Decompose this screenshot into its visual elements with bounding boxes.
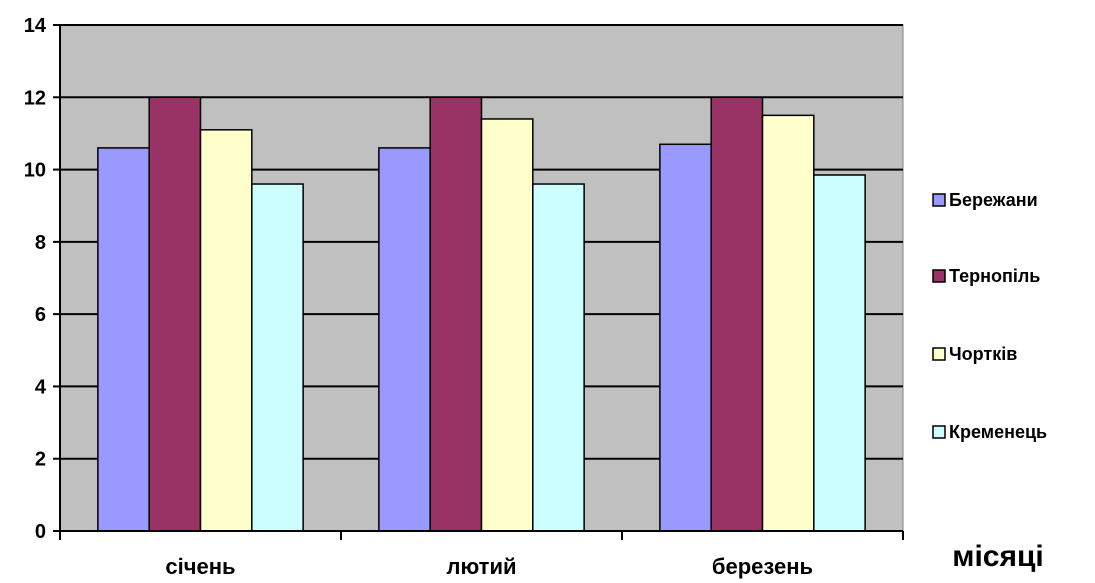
bar	[378, 147, 431, 532]
x-category-label: січень	[165, 554, 235, 579]
legend-label: Бережани	[949, 190, 1038, 210]
bar	[532, 183, 585, 532]
x-axis-label: місяці	[952, 540, 1044, 573]
y-tick-label: 4	[35, 376, 47, 398]
legend-swatch	[932, 269, 946, 283]
x-category-labels: січень лютий березень	[165, 554, 813, 579]
axes	[53, 24, 904, 540]
x-category-label: лютий	[446, 554, 516, 579]
bar	[199, 129, 253, 532]
y-tick-labels: 0 2 4 6 8 10 12 14	[24, 15, 47, 543]
y-tick-label: 10	[24, 160, 46, 182]
legend-label: Кременець	[949, 422, 1047, 442]
y-tick-label: 2	[35, 449, 46, 471]
legend-label: Чортків	[949, 344, 1017, 364]
y-tick-label: 14	[24, 15, 47, 37]
y-tick-label: 8	[35, 232, 46, 254]
legend-swatch	[932, 347, 946, 361]
bar	[813, 174, 866, 532]
legend: Бережани Тернопіль Чортків Кременець	[932, 190, 1047, 442]
legend-swatch	[932, 193, 946, 207]
bar	[761, 114, 815, 532]
bar	[659, 143, 712, 532]
bar	[710, 96, 764, 532]
x-category-label: березень	[712, 554, 813, 579]
bar	[251, 183, 304, 532]
bar	[429, 96, 483, 532]
y-tick-label: 0	[35, 521, 46, 543]
y-tick-label: 12	[24, 87, 46, 109]
bar	[148, 96, 202, 532]
bar	[480, 118, 534, 532]
bars	[97, 96, 866, 532]
legend-swatch	[932, 425, 946, 439]
legend-label: Тернопіль	[949, 266, 1040, 286]
y-tick-label: 6	[35, 304, 46, 326]
bar	[97, 147, 150, 532]
